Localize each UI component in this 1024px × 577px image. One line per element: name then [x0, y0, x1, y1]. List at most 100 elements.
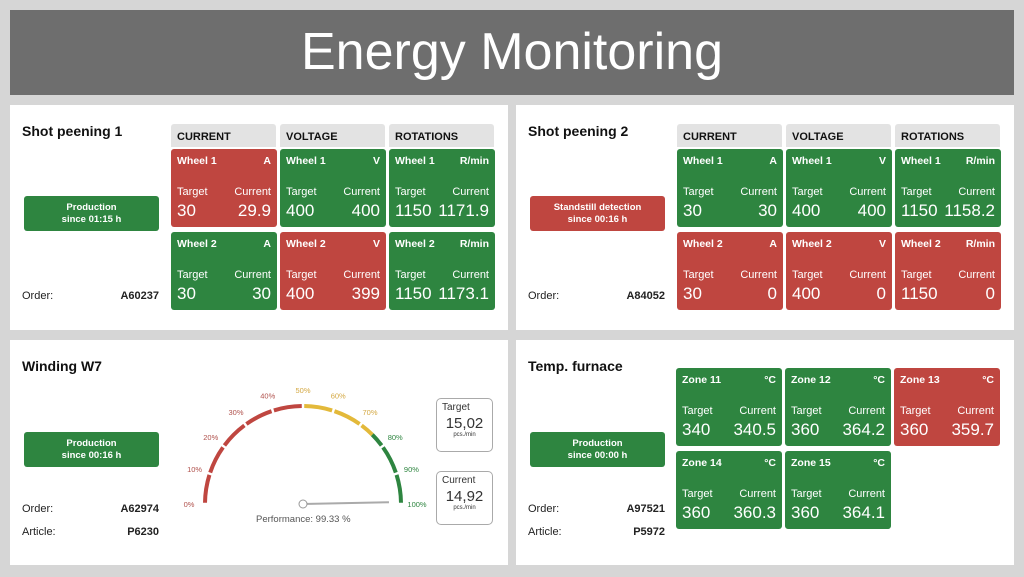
target-label: Target — [683, 186, 714, 198]
target-rate-unit: pcs./min — [453, 432, 476, 438]
page-title: Energy Monitoring — [10, 10, 1014, 95]
tile-unit: °C — [873, 457, 885, 469]
target-value: 360 — [791, 420, 820, 439]
tile-unit: °C — [873, 374, 885, 386]
panel-shot-peening-1: Shot peening 1 Production since 01:15 h Ord… — [10, 105, 508, 330]
tile-name: Wheel 2 — [395, 238, 435, 250]
current-label: Current — [234, 269, 271, 281]
target-label: Target — [395, 186, 426, 198]
gauge-tick-label: 60% — [331, 392, 346, 401]
status-badge: Standstill detection since 00:16 h — [530, 196, 665, 231]
tile-unit: °C — [982, 374, 994, 386]
target-value: 400 — [286, 284, 315, 303]
column-header-current: CURRENT — [677, 124, 782, 147]
tile-name: Wheel 2 — [901, 238, 941, 250]
tile-unit: °C — [764, 457, 776, 469]
target-value: 1150 — [395, 201, 432, 220]
target-label: Target — [683, 269, 714, 281]
order-row: Order: A60237 — [22, 290, 159, 302]
current-value: 1171.9 — [438, 201, 489, 220]
current-value: 364.2 — [842, 420, 885, 439]
order-value: A84052 — [626, 290, 665, 302]
panel-title: Winding W7 — [22, 358, 102, 374]
order-row: Order: A62974 — [22, 503, 159, 515]
target-label: Target — [682, 405, 713, 417]
tile-unit: V — [878, 155, 886, 167]
gauge-arc-segment — [208, 446, 225, 474]
current-label: Current — [740, 186, 777, 198]
tile-name: Wheel 2 — [792, 238, 832, 250]
panel-winding-w7: 0% 10% 20% 30% 40% 50% 60% 70% 80% 90% 100% Perfor… — [10, 340, 508, 565]
tile-name: Wheel 1 — [286, 155, 326, 167]
tile-name: Zone 14 — [682, 457, 722, 469]
current-label: Current — [234, 186, 271, 198]
article-row: Article: P5972 — [528, 526, 665, 538]
current-value: 0 — [985, 284, 995, 303]
order-label: Order: — [22, 503, 54, 515]
target-value: 30 — [177, 201, 196, 220]
tile-unit: R/min — [459, 238, 489, 250]
article-value: P5972 — [633, 526, 665, 538]
gauge-arc-segment — [273, 404, 302, 413]
tile-unit: A — [263, 238, 271, 250]
tile-name: Wheel 2 — [286, 238, 326, 250]
status-since: since 00:00 h — [567, 450, 628, 461]
target-value: 30 — [177, 284, 196, 303]
order-label: Order: — [528, 503, 560, 515]
gauge-tick-label: 10% — [187, 465, 202, 474]
order-value: A97521 — [626, 503, 665, 515]
current-label: Current — [343, 186, 380, 198]
value-tile: Wheel 1 R/min Target Current 1150 1158.2 — [895, 149, 1001, 227]
target-value: 360 — [791, 503, 820, 522]
panel-title: Temp. furnace — [528, 358, 623, 374]
order-row: Order: A84052 — [528, 290, 665, 302]
tile-unit: A — [769, 238, 777, 250]
panel-title: Shot peening 1 — [22, 123, 123, 139]
target-label: Target — [792, 269, 823, 281]
tile-name: Zone 13 — [900, 374, 940, 386]
status-badge: Production since 00:00 h — [530, 432, 665, 467]
target-label: Target — [177, 269, 208, 281]
panel-shot-peening-2: Shot peening 2 Standstill detection since … — [516, 105, 1014, 330]
column-header-rotations: ROTATIONS — [895, 124, 1000, 147]
value-tile: Wheel 2 A Target Current 30 0 — [677, 232, 783, 310]
current-value: 399 — [351, 284, 380, 303]
current-label: Current — [452, 186, 489, 198]
target-value: 400 — [792, 284, 821, 303]
status-line: Production — [572, 438, 623, 449]
tile-unit: A — [263, 155, 271, 167]
gauge-tick-label: 40% — [260, 392, 275, 401]
current-value: 30 — [758, 201, 777, 220]
panel-temp-furnace: Temp. furnace Production since 00:00 h Orde… — [516, 340, 1014, 565]
target-label: Target — [792, 186, 823, 198]
value-tile: Zone 14 °C Target Current 360 360.3 — [676, 451, 782, 529]
target-rate-value: 15,02 — [445, 415, 484, 432]
panel-title: Shot peening 2 — [528, 123, 629, 139]
current-value: 360.3 — [733, 503, 776, 522]
gauge-needle-hub — [298, 499, 308, 509]
tile-name: Wheel 1 — [901, 155, 941, 167]
value-tile: Zone 15 °C Target Current 360 364.1 — [785, 451, 891, 529]
target-label: Target — [901, 269, 932, 281]
gauge-arc-segment — [370, 433, 384, 447]
gauge-arc-segment — [245, 409, 273, 426]
article-value: P6230 — [127, 526, 159, 538]
target-label: Target — [901, 186, 932, 198]
current-value: 30 — [252, 284, 271, 303]
gauge-arc-segment — [203, 474, 212, 503]
tile-name: Wheel 1 — [395, 155, 435, 167]
gauge-tick-label: 100% — [407, 500, 427, 509]
status-since: since 01:15 h — [61, 214, 122, 225]
value-tile: Zone 13 °C Target Current 360 359.7 — [894, 368, 1000, 446]
value-tile: Wheel 1 A Target Current 30 30 — [677, 149, 783, 227]
target-label: Target — [682, 488, 713, 500]
value-tile: Zone 11 °C Target Current 340 340.5 — [676, 368, 782, 446]
gauge-arc-segment — [381, 446, 398, 474]
gauge-arc-segment — [222, 423, 246, 447]
current-label: Current — [452, 269, 489, 281]
current-label: Current — [739, 405, 776, 417]
order-label: Order: — [528, 290, 560, 302]
gauge-tick-label: 0% — [184, 500, 195, 509]
gauge-arc-segment — [304, 404, 333, 413]
tile-name: Wheel 1 — [683, 155, 723, 167]
